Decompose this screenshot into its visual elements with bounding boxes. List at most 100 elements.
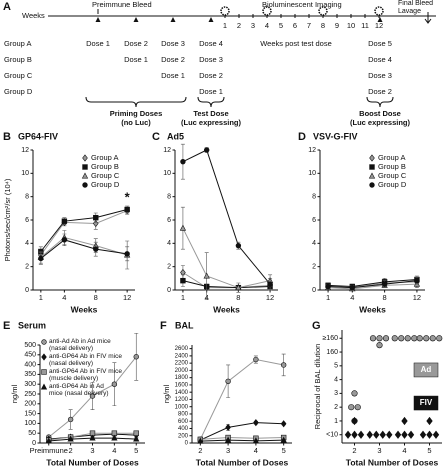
dose-label: Dose 2: [161, 55, 185, 64]
legend-label: Group C: [378, 171, 407, 180]
series-line: [40, 239, 128, 259]
x-axis-label: Total Number of Doses: [46, 457, 139, 467]
x-axis-label: Weeks: [71, 304, 98, 314]
y-tick-label: 300: [24, 381, 36, 388]
legend-label: anti-GP64 Ab in FIV mice (muscle deliver…: [49, 368, 122, 383]
bracket-label: Boost Dose: [359, 109, 401, 118]
legend-box: [413, 362, 439, 378]
marker: [111, 381, 118, 387]
marker: [398, 335, 405, 342]
legend-label: Ad: [421, 365, 432, 374]
legend-label: Group D: [378, 180, 407, 189]
y-tick-label: ≥160: [322, 335, 338, 342]
y-tick-label: 12: [21, 147, 29, 154]
x-tick-label: 8: [94, 293, 98, 302]
dose-label: Dose 4: [368, 55, 392, 64]
marker: [366, 430, 373, 439]
imaging-star: [220, 6, 230, 16]
y-tick-label: 2: [167, 264, 171, 271]
dose-label: Dose 2: [199, 71, 223, 80]
legend-label-box: anti-GP64 Ab in Ad mice (nasal delivery): [49, 383, 109, 398]
y-tick-label: 12: [163, 147, 171, 154]
marker: [348, 404, 355, 411]
x-tick-label: 4: [62, 293, 66, 302]
imaging-star: [374, 6, 384, 16]
event-label: Bioluminescent Imaging: [262, 0, 342, 9]
week-tick-label: 1: [223, 21, 227, 30]
dose-label: Dose 1: [161, 71, 185, 80]
series-line: [328, 279, 417, 288]
imaging-star: [318, 6, 328, 16]
marker: [203, 272, 210, 279]
y-tick-label: 450: [24, 352, 36, 359]
y-tick-label: 5: [334, 363, 338, 370]
marker: [67, 416, 74, 423]
y-tick-label: 200: [178, 433, 189, 439]
marker: [124, 206, 130, 213]
legend-label: anti-GP64 Ab in Ad mice (nasal delivery): [49, 383, 109, 398]
x-tick-label: 2: [69, 446, 73, 455]
annotation: *: [125, 189, 131, 204]
event-label: Preimmune Bleed: [92, 0, 152, 9]
x-tick-label: 5: [282, 446, 286, 455]
x-axis-label: Total Number of Doses: [346, 457, 439, 467]
dose-label: Dose 2: [124, 39, 148, 48]
week-tick-label: 8: [321, 21, 325, 30]
series-line: [200, 422, 284, 441]
y-tick-label: 2200: [175, 361, 189, 367]
chart-title: BAL: [175, 320, 194, 330]
series-line: [40, 209, 128, 252]
marker: [344, 430, 352, 439]
marker: [369, 335, 377, 342]
x-tick-label: 1: [39, 293, 43, 302]
legend-label-box: anti-Ad Ab in Ad mice (nasal delivery): [49, 338, 111, 352]
x-tick-label: 3: [90, 446, 94, 455]
x-tick-label: 5: [427, 446, 431, 455]
series-line: [182, 149, 271, 285]
marker: [351, 430, 358, 439]
marker: [376, 335, 383, 342]
marker: [394, 430, 402, 439]
bracket-label: Priming Doses: [110, 109, 163, 118]
week-tick-label: 12: [375, 21, 383, 30]
marker: [382, 335, 390, 342]
legend-marker: [41, 369, 47, 375]
marker: [432, 430, 440, 439]
y-tick-label: 2: [312, 264, 316, 271]
marker: [354, 404, 361, 411]
x-tick-label: 1: [326, 293, 330, 302]
marker: [93, 246, 99, 252]
dose-label: Dose 3: [368, 71, 392, 80]
x-tick-label: 2: [198, 446, 202, 455]
legend-marker: [369, 154, 375, 162]
series-line: [40, 210, 128, 256]
marker: [426, 416, 433, 426]
marker: [401, 430, 408, 439]
dose-label: Dose 3: [161, 39, 185, 48]
series-line: [182, 227, 271, 289]
marker: [89, 434, 96, 441]
dose-label: Dose 1: [199, 87, 223, 96]
legend-marker: [82, 182, 88, 188]
event-label-box: Final Bleed Lavage: [398, 0, 433, 15]
marker: [45, 437, 52, 444]
marker: [391, 335, 398, 342]
y-tick-label: 0: [32, 440, 36, 447]
weeks-post-label: Weeks post test dose: [260, 39, 332, 48]
legend-marker: [368, 172, 376, 179]
series-line: [328, 280, 417, 289]
y-tick-label: 8: [312, 194, 316, 201]
x-tick-label: 12: [123, 293, 131, 302]
legend-marker: [40, 383, 48, 390]
y-tick-label: 350: [24, 371, 36, 378]
bracket-note: (no Luc): [121, 118, 151, 127]
legend-label: anti-GP64 Ab in FIV mice (nasal delivery…: [49, 353, 122, 368]
marker: [89, 393, 96, 399]
x-axis-label: Total Number of Doses: [196, 457, 289, 467]
marker: [197, 437, 204, 444]
legend-marker: [41, 353, 47, 361]
chart-title: Ad5: [167, 131, 184, 141]
marker: [124, 251, 130, 257]
